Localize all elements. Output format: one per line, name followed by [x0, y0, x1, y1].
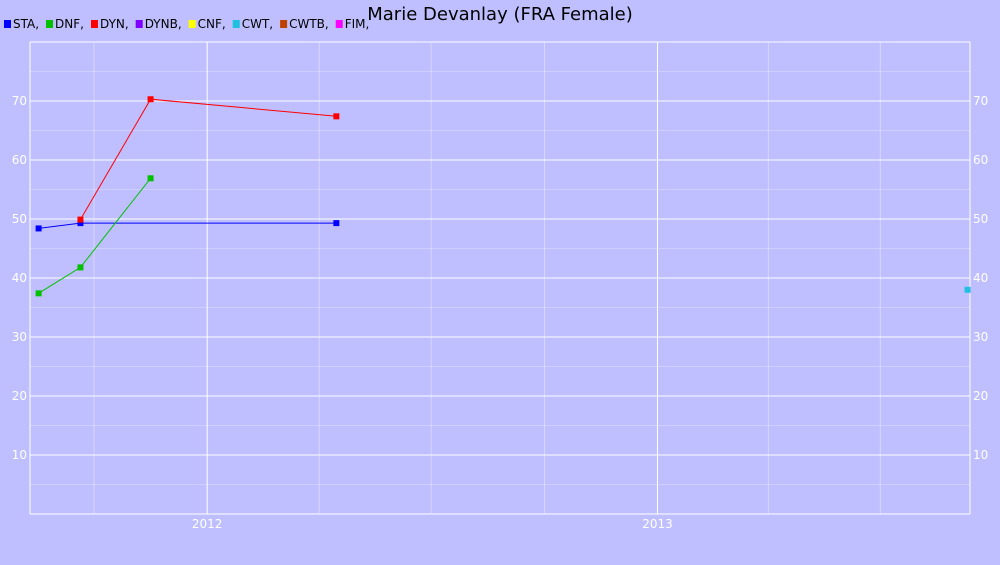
data-point-dyn [333, 113, 340, 120]
legend-swatch [90, 20, 98, 28]
legend-label: CWT, [242, 17, 273, 31]
legend-swatch [232, 20, 240, 28]
y-tick-label-right: 30 [973, 330, 988, 344]
data-point-cwt [964, 286, 971, 293]
legend-item-sta: STA, [4, 17, 39, 31]
legend-swatch [46, 20, 54, 28]
legend-label: DNF, [55, 17, 84, 31]
y-tick-label-right: 10 [973, 448, 988, 462]
legend-item-cwt: CWT, [232, 17, 273, 31]
series-line-dyn [79, 98, 337, 220]
series-sta [35, 220, 340, 232]
legend-item-cnf: CNF, [188, 17, 226, 31]
legend-swatch [280, 20, 288, 28]
series-dnf [35, 175, 154, 297]
x-tick-label: 2012 [192, 517, 223, 531]
data-point-dyn [77, 216, 84, 223]
legend-label: DYN, [100, 17, 129, 31]
y-tick-label-left: 60 [12, 153, 27, 167]
legend-item-fim: FIM, [335, 17, 370, 31]
data-point-sta [35, 225, 42, 232]
data-point-dyn [147, 96, 154, 103]
y-tick-label-right: 70 [973, 94, 988, 108]
y-tick-label-right: 60 [973, 153, 988, 167]
data-point-dnf [77, 264, 84, 271]
series-layer [35, 96, 971, 297]
y-tick-label-left: 20 [12, 389, 27, 403]
data-point-sta [333, 220, 340, 227]
legend-swatch [135, 20, 143, 28]
y-tick-label-left: 10 [12, 448, 27, 462]
series-dyn [77, 96, 340, 223]
y-tick-label-left: 40 [12, 271, 27, 285]
legend-swatch [4, 20, 11, 28]
y-tick-label-left: 30 [12, 330, 27, 344]
y-tick-label-right: 50 [973, 212, 988, 226]
y-tick-label-right: 20 [973, 389, 988, 403]
legend-label: DYNB, [145, 17, 182, 31]
series-cwt [964, 286, 971, 293]
y-tick-label-right: 40 [973, 271, 988, 285]
axes: 10 10 20 20 30 30 40 40 50 50 60 60 70 70 2012 2013 [12, 42, 988, 531]
legend-swatch [335, 20, 343, 28]
data-point-dnf [147, 175, 154, 182]
legend-item-cwtb: CWTB, [280, 17, 329, 31]
chart-title: Marie Devanlay (FRA Female) [367, 4, 632, 25]
legend-label: STA, [13, 17, 39, 31]
legend-item-dyn: DYN, [90, 17, 129, 31]
legend: STA, DNF, DYN, DYNB, CNF, CWT, CWTB, FIM, [4, 17, 369, 31]
legend-item-dynb: DYNB, [135, 17, 182, 31]
data-point-sta [77, 220, 84, 227]
x-tick-label: 2013 [642, 517, 673, 531]
legend-item-dnf: DNF, [46, 17, 84, 31]
y-tick-label-left: 70 [12, 94, 27, 108]
legend-swatch [188, 20, 196, 28]
y-tick-label-left: 50 [12, 212, 27, 226]
legend-label: CWTB, [289, 17, 329, 31]
data-point-dnf [35, 290, 42, 297]
grid [30, 41, 970, 515]
legend-label: FIM, [345, 17, 370, 31]
legend-label: CNF, [198, 17, 226, 31]
